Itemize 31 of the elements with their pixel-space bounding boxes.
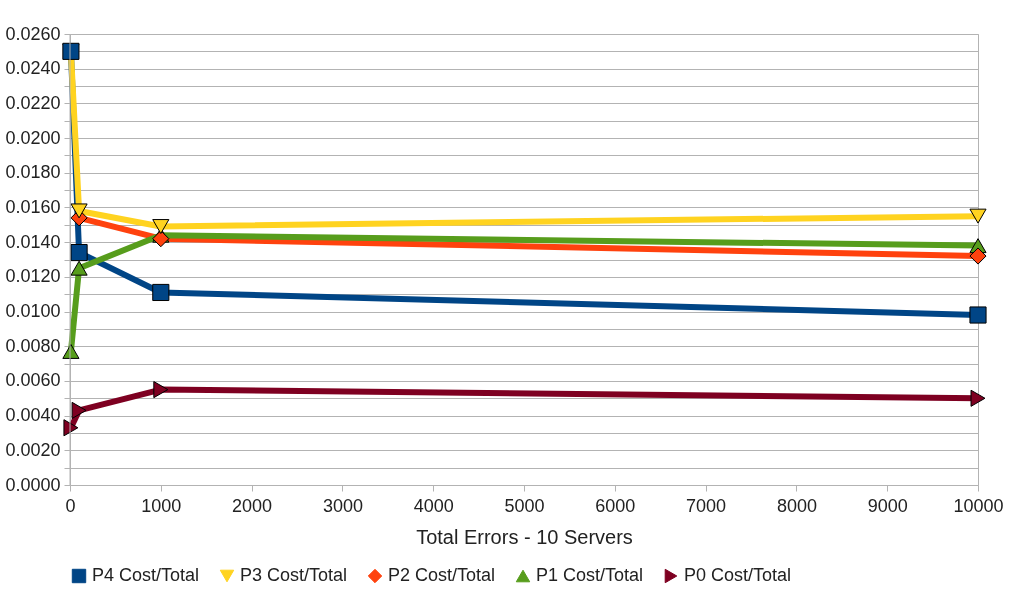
x-tick-label: 7000: [686, 495, 727, 516]
y-tick-label: 0.0100: [5, 301, 61, 322]
y-tick-label: 0.0080: [5, 335, 61, 356]
legend-label: P1 Cost/Total: [536, 565, 644, 585]
x-tick-label: 5000: [504, 495, 545, 516]
y-tick-label: 0.0020: [5, 439, 61, 460]
y-tick-label: 0.0140: [5, 231, 61, 252]
y-tick-label: 0.0160: [5, 196, 61, 217]
x-tick-label: 10000: [953, 495, 1004, 516]
x-tick-label: 3000: [322, 495, 363, 516]
y-tick-label: 0.0260: [5, 23, 61, 44]
x-tick-label: 1000: [141, 495, 182, 516]
y-tick-label: 0.0220: [5, 92, 61, 113]
legend-label: P3 Cost/Total: [240, 565, 348, 585]
x-tick-label: 0: [65, 495, 76, 516]
y-tick-label: 0.0040: [5, 405, 61, 426]
y-tick-label: 0.0240: [5, 58, 61, 79]
x-tick-label: 6000: [595, 495, 636, 516]
legend-label: P2 Cost/Total: [388, 565, 496, 585]
x-tick-label: 2000: [232, 495, 273, 516]
y-tick-label: 0.0200: [5, 127, 61, 148]
legend-label: P0 Cost/Total: [684, 565, 792, 585]
legend-label: P4 Cost/Total: [92, 565, 200, 585]
x-tick-label: 9000: [867, 495, 908, 516]
y-tick-label: 0.0000: [5, 474, 61, 495]
y-tick-label: 0.0060: [5, 370, 61, 391]
x-tick-label: 8000: [776, 495, 817, 516]
x-axis-title: Total Errors - 10 Servers: [416, 525, 633, 548]
x-tick-label: 4000: [413, 495, 454, 516]
y-tick-label: 0.0180: [5, 162, 61, 183]
y-tick-label: 0.0120: [5, 266, 61, 287]
